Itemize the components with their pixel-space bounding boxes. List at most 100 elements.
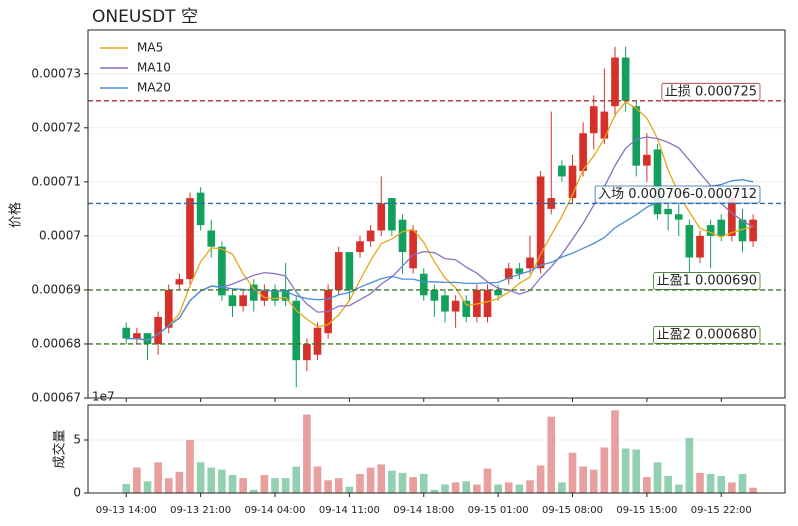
volume-bar [515,484,524,493]
x-tick-label: 09-14 18:00 [393,505,454,516]
level-label: 止盈1 0.000690 [653,272,761,290]
volume-bar [504,482,513,493]
volume-bar [388,470,396,493]
candle-body [706,225,715,236]
x-tick-label: 09-13 21:00 [170,505,231,516]
volume-bar [122,483,131,493]
volume-bar [717,476,726,493]
volume-bar [526,480,534,493]
candle-body [696,235,704,258]
volume-bar [430,489,439,493]
ma-line [126,179,754,341]
volume-bar [674,484,683,493]
volume-bar [175,471,184,493]
volume-bar [419,473,428,493]
y-tick-label: 0.00071 [31,174,81,188]
candle-body [356,241,364,253]
volume-bar [568,452,577,493]
volume-bar [643,477,651,493]
ma-line [126,101,754,341]
y-tick-label: 0.00072 [31,120,81,134]
volume-bar [292,466,301,493]
x-tick-label: 09-15 15:00 [616,505,677,516]
candle-body [717,219,726,236]
volume-bar [653,462,662,493]
volume-bar [345,486,354,493]
level-label: 入场 0.000706-0.000712 [594,185,761,204]
y-tick-label: 0.00067 [31,391,81,405]
candle-body [579,133,587,172]
level-label-text: 止盈2 0.000680 [657,327,757,342]
candle-body [133,333,141,339]
legend-label: MA5 [137,41,163,55]
candle-body [643,154,651,166]
y-tick-label: 0.00068 [31,336,81,350]
volume-bar [281,478,290,493]
candle-body [409,230,417,269]
plot-frame [87,29,786,399]
volume-bar [239,478,247,493]
level-label-box [661,82,761,101]
x-tick-label: 09-13 14:00 [96,505,157,516]
volume-bar [547,416,556,493]
candle-body [175,279,184,285]
candle-body [483,289,492,317]
volume-bar [228,474,237,493]
volume-bar [664,476,672,493]
candle-body [621,57,630,101]
candle-body [451,300,460,312]
volume-bar [218,469,226,493]
candle-body [154,316,162,344]
candle-body [260,289,269,301]
level-label-text: 止损 0.000725 [665,84,757,99]
candle-body [589,106,598,134]
candle-body [738,219,747,242]
candle-body [526,257,534,269]
candle-body [186,198,194,280]
candle-body [143,333,152,344]
candle-body [164,289,173,328]
volume-bar [473,484,481,493]
volume-bar [749,487,757,493]
volume-bar [600,447,609,493]
candle-body [388,198,396,231]
candle-body [218,246,226,296]
volume-axis-label: 成交量 [52,429,68,468]
x-tick-label: 09-14 11:00 [319,505,380,516]
candle-body [600,111,609,139]
volume-bar [366,467,375,493]
candle-body [515,268,524,274]
volume-bar [398,472,407,493]
candle-body [558,165,566,177]
candle-body [377,203,386,231]
volume-bar [621,448,630,493]
candle-body [366,230,375,242]
volume-bar [685,437,694,493]
volume-bar [611,410,619,493]
candle-body [398,219,407,253]
level-label: 止损 0.000725 [661,82,761,101]
candle-body [632,106,641,166]
candle-body [536,176,545,269]
candle-body [419,273,428,296]
legend-label: MA10 [137,61,171,75]
legend-label: MA20 [137,81,171,95]
candle-body [674,214,683,220]
candle-body [239,295,247,307]
volume-bar [632,449,641,493]
ma-line [126,136,754,341]
volume-bar [143,481,152,493]
volume-bar [154,462,162,493]
x-tick-label: 09-15 01:00 [468,505,529,516]
candle-body [196,192,205,226]
volume-bar [164,478,173,493]
volume-bar [324,480,332,493]
x-tick-label: 09-15 08:00 [542,505,603,516]
volume-bar [462,481,471,493]
volume-bar [738,473,747,493]
candle-body [271,289,279,301]
candle-body [345,252,354,290]
volume-offset: 1e7 [92,390,115,404]
level-label-text: 止盈1 0.000690 [657,273,757,288]
